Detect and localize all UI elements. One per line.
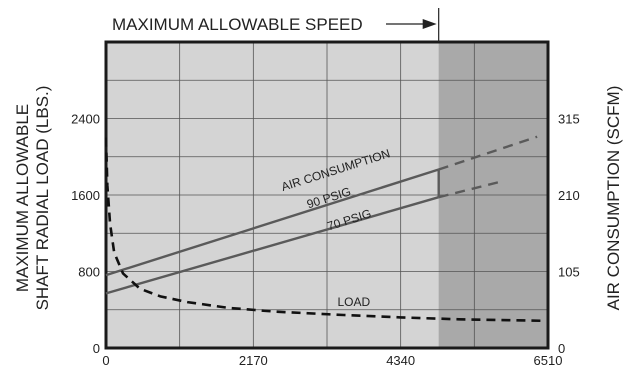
series-line-air-consumption-90-psig-extension <box>438 135 538 171</box>
annotation-load: LOAD <box>337 295 370 309</box>
left-axis-label-line1: MAXIMUM ALLOWABLE <box>13 104 32 292</box>
x-tick-label: 6510 <box>534 353 563 368</box>
max-speed-arrow-head <box>422 19 437 29</box>
left-axis-label-group: MAXIMUM ALLOWABLE SHAFT RADIAL LOAD (LBS… <box>13 86 52 311</box>
series-line-70-psig-extension <box>438 180 501 199</box>
plot-frame <box>104 40 550 350</box>
x-tick-label: 0 <box>102 353 109 368</box>
y-left-tick-label: 2400 <box>71 112 100 127</box>
y-left-tick-label: 0 <box>93 341 100 356</box>
y-left-tick-label: 1600 <box>71 188 100 203</box>
x-tick-label: 4340 <box>386 353 415 368</box>
y-right-tick-label: 105 <box>558 265 580 280</box>
y-right-tick-label: 210 <box>558 188 580 203</box>
max-speed-label: MAXIMUM ALLOWABLE SPEED <box>112 15 363 34</box>
y-left-tick-label: 800 <box>78 265 100 280</box>
right-axis-label-group: AIR CONSUMPTION (SCFM) <box>604 86 623 311</box>
left-axis-label-line2: SHAFT RADIAL LOAD (LBS.) <box>33 86 52 311</box>
x-tick-label: 2170 <box>239 353 268 368</box>
series-line-load <box>104 137 541 323</box>
y-right-tick-label: 315 <box>558 112 580 127</box>
y-right-tick-label: 0 <box>558 341 565 356</box>
right-axis-label: AIR CONSUMPTION (SCFM) <box>604 86 623 311</box>
series-line-70-psig <box>105 196 440 295</box>
series-line-air-consumption-90-psig <box>105 168 440 277</box>
